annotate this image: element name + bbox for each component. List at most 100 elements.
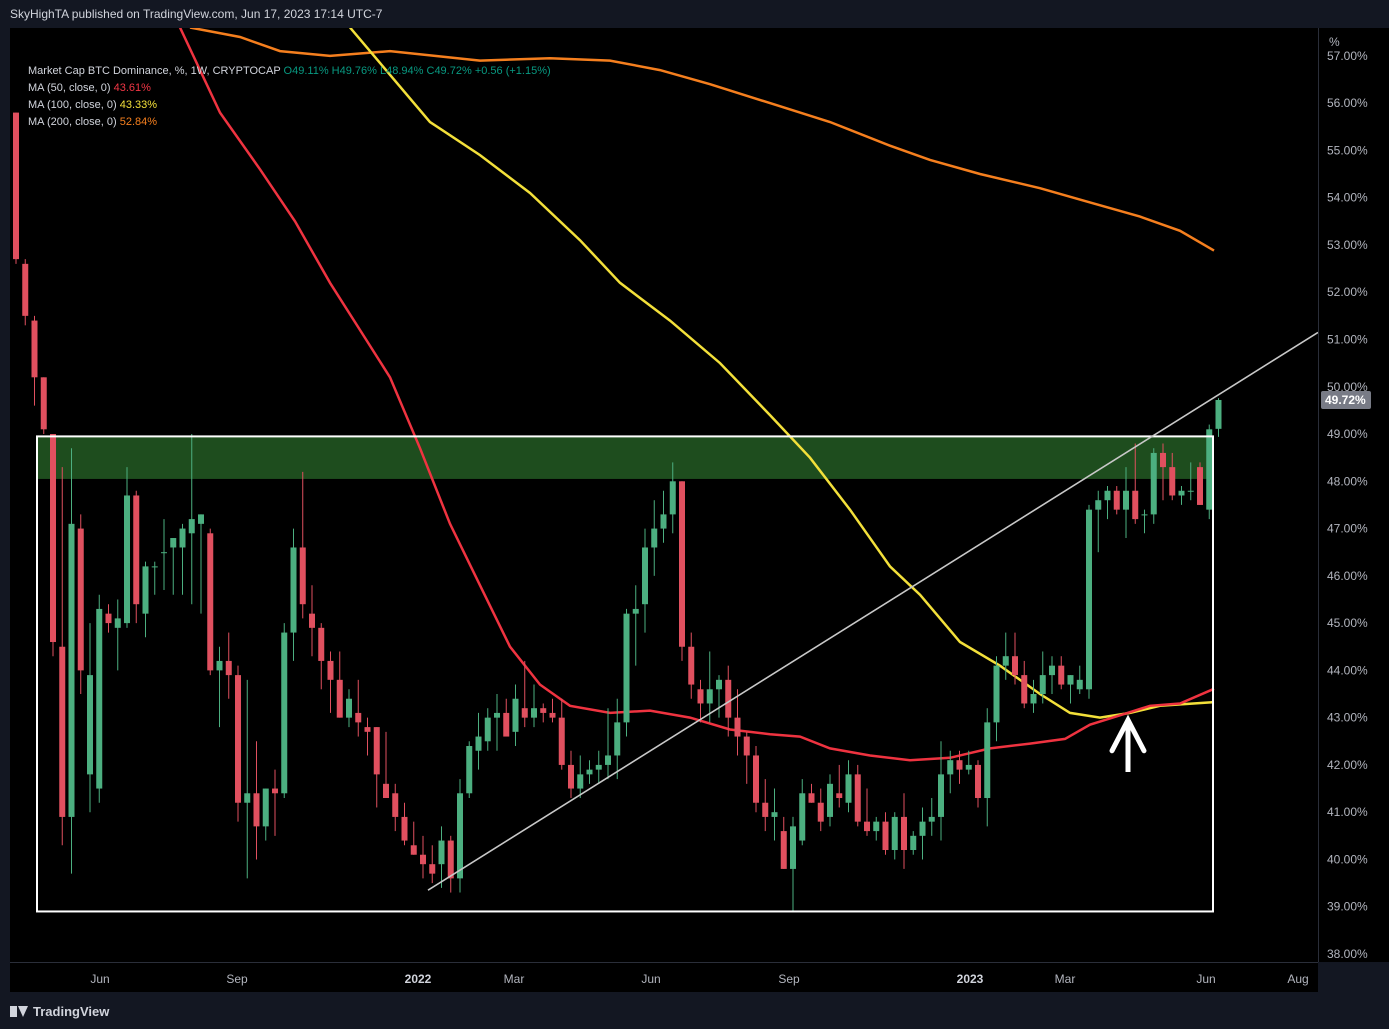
candle <box>290 528 297 661</box>
tradingview-logo-icon <box>10 1006 28 1017</box>
candle-body <box>1215 399 1222 429</box>
candle-body <box>124 495 130 624</box>
axis-unit: % <box>1329 35 1340 49</box>
time-tick: Sep <box>226 972 248 986</box>
candle <box>383 731 389 799</box>
candle-body <box>845 774 852 803</box>
candle <box>1123 467 1129 539</box>
candle-body <box>1150 452 1157 515</box>
legend-ma200-row[interactable]: MA (200, close, 0) 52.84% <box>28 114 551 131</box>
candle <box>669 462 676 534</box>
candle <box>864 788 870 836</box>
price-tick: 47.00% <box>1327 522 1368 536</box>
candle-body <box>1086 509 1092 690</box>
candle-body <box>235 675 241 803</box>
candle-body <box>420 854 426 865</box>
candle-body <box>660 514 667 529</box>
candle-body <box>198 514 204 524</box>
candle <box>780 816 787 869</box>
time-tick: 2023 <box>957 972 984 986</box>
candle <box>1150 448 1157 524</box>
price-tick: 52.00% <box>1327 285 1368 299</box>
candle <box>373 727 380 808</box>
candle <box>688 632 695 699</box>
candle <box>521 660 528 728</box>
candle-body <box>873 821 880 832</box>
candle-body <box>1178 490 1185 496</box>
candle-body <box>87 675 93 775</box>
candle <box>873 816 880 841</box>
legend-ma100-row[interactable]: MA (100, close, 0) 43.33% <box>28 97 551 114</box>
candle-body <box>975 764 981 799</box>
candle-body <box>836 793 843 799</box>
candle <box>503 698 510 737</box>
price-tick: 57.00% <box>1327 49 1368 63</box>
candle-body <box>484 717 491 742</box>
tradingview-logo[interactable]: TradingView <box>10 1004 109 1019</box>
candle <box>1206 424 1213 520</box>
candlestick-chart[interactable] <box>10 28 1318 962</box>
candle-body <box>540 708 547 713</box>
candle <box>901 793 907 869</box>
time-axis[interactable]: Jun Sep 2022 Mar Jun Sep 2023 Mar Jun Aug <box>10 962 1318 992</box>
candle-body <box>669 481 676 515</box>
candle-body <box>743 736 750 756</box>
candle <box>910 831 917 855</box>
candle <box>1086 504 1092 699</box>
candle-body <box>1030 694 1037 704</box>
candle <box>965 750 972 775</box>
candle-body <box>290 547 297 633</box>
candle-body <box>336 679 343 718</box>
candle <box>975 760 981 808</box>
time-tick: Mar <box>504 972 525 986</box>
candle-body <box>1123 490 1129 510</box>
last-price-badge <box>1321 390 1371 409</box>
candle <box>272 769 278 836</box>
candle-body <box>272 788 278 794</box>
candle <box>549 698 556 723</box>
price-axis[interactable]: % 38.00% 39.00% 40.00% 41.00% 42.00% 43.00% 44.… <box>1318 28 1389 962</box>
candle-body <box>1012 656 1018 676</box>
candle <box>956 750 963 784</box>
candle-body <box>734 717 741 737</box>
candle-body <box>725 679 732 718</box>
legend-ma50-row[interactable]: MA (50, close, 0) 43.61% <box>28 80 551 97</box>
symbol-label[interactable]: Market Cap BTC Dominance, %, 1W, CRYPTOC… <box>28 65 281 77</box>
candle-body <box>466 746 473 794</box>
candle-body <box>1058 665 1065 685</box>
candle-body <box>642 547 648 605</box>
candle <box>410 821 417 855</box>
last-price-label: 49.72% <box>1325 393 1366 407</box>
candle-body <box>503 712 510 737</box>
candle-body <box>919 821 926 836</box>
candle <box>1197 462 1203 505</box>
candle-body <box>827 783 833 817</box>
candle <box>179 523 186 595</box>
candle <box>40 377 47 435</box>
candle <box>309 585 315 657</box>
candle <box>1002 632 1009 680</box>
candle-body <box>318 627 325 661</box>
open-value: O49.11% <box>283 65 329 77</box>
candle <box>836 764 843 808</box>
candle <box>919 807 926 860</box>
candle <box>1215 398 1222 437</box>
price-tick: 49.00% <box>1327 427 1368 441</box>
candle <box>253 741 260 860</box>
candle-body <box>947 760 954 775</box>
candle <box>558 698 565 770</box>
candle-body <box>327 660 334 680</box>
time-tick: Jun <box>641 972 660 986</box>
candle-body <box>984 722 991 799</box>
candle <box>216 646 223 728</box>
candle <box>938 741 944 841</box>
candle-body <box>1187 490 1194 492</box>
candle <box>845 760 852 813</box>
candle-body <box>1104 490 1111 501</box>
candle <box>188 434 195 605</box>
candle <box>623 608 630 737</box>
candle <box>762 779 769 832</box>
candle <box>706 651 713 723</box>
chart-area[interactable]: Market Cap BTC Dominance, %, 1W, CRYPTOC… <box>10 28 1318 962</box>
candle-body <box>891 816 898 851</box>
